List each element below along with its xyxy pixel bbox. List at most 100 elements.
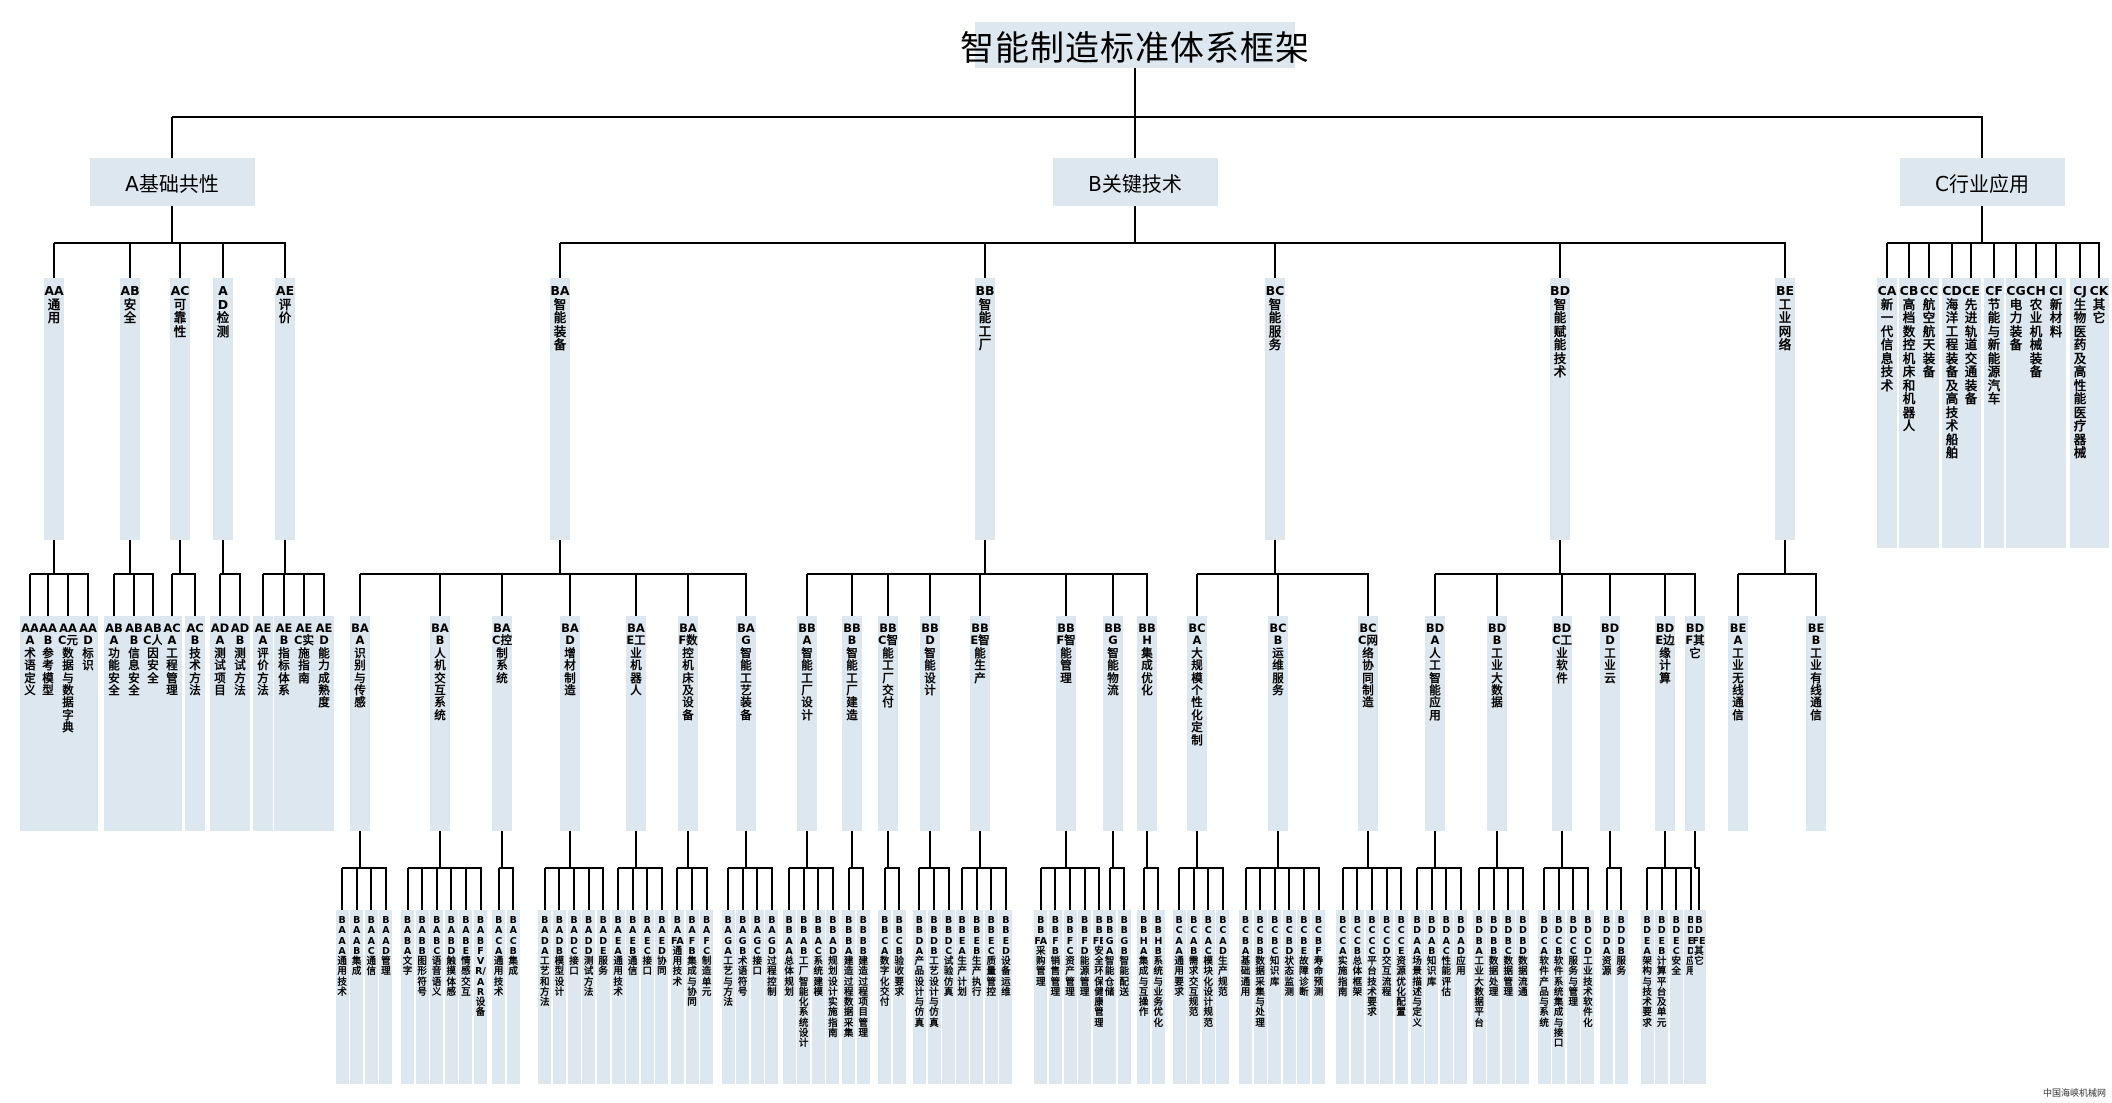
leaf-box[interactable]: BDCB软件系统集成与接口 — [1552, 910, 1566, 1084]
subcategory-box[interactable]: BC智能服务 — [1265, 278, 1285, 540]
leaf-box[interactable]: BBFB销售管理 — [1048, 910, 1062, 1084]
leaf-box[interactable]: AAC元数据与数据字典 — [58, 616, 78, 831]
leaf-box[interactable]: BBBA建造过程数据采集 — [842, 910, 856, 1084]
industry-item[interactable]: CA新一代信息技术 — [1877, 278, 1897, 548]
leaf-box[interactable]: BABB图形符号 — [415, 910, 429, 1084]
diagram-title[interactable]: 智能制造标准体系框架 — [960, 22, 1309, 69]
leaf-box[interactable]: BAFC制造单元 — [700, 910, 714, 1084]
leaf-box[interactable]: BBCA数字化交付 — [878, 910, 892, 1084]
leaf-box[interactable]: BAFB集成与协同 — [685, 910, 699, 1084]
leaf-box[interactable]: BBAD规划设计实施指南 — [826, 910, 840, 1084]
leaf-box[interactable]: BDBB数据处理 — [1487, 910, 1501, 1084]
leaf-box[interactable]: BAED协同 — [655, 910, 669, 1084]
branch-box[interactable]: BDC工业软件 — [1552, 616, 1572, 831]
leaf-box[interactable]: BCCA实施指南 — [1336, 910, 1350, 1084]
leaf-box[interactable]: BBAC系统建模 — [811, 910, 825, 1084]
leaf-box[interactable]: BAGB术语符号 — [736, 910, 750, 1084]
branch-box[interactable]: BAB人机交互系统 — [430, 616, 450, 831]
leaf-box[interactable]: BCBD状态监测 — [1282, 910, 1296, 1084]
leaf-box[interactable]: BCCC平台技术要求 — [1365, 910, 1379, 1084]
industry-item[interactable]: CH农业机械装备 — [2026, 278, 2046, 548]
branch-box[interactable]: BBG智能物流 — [1103, 616, 1123, 831]
branch-box[interactable]: BBB智能工厂建造 — [842, 616, 862, 831]
leaf-box[interactable]: BBHA集成与互操作 — [1137, 910, 1151, 1084]
category-b[interactable]: B关键技术 — [1052, 158, 1218, 206]
subcategory-box[interactable]: AD检测 — [213, 278, 233, 540]
subcategory-box[interactable]: AC可靠性 — [170, 278, 190, 540]
leaf-box[interactable]: BAFA通用技术 — [670, 910, 684, 1084]
branch-box[interactable]: BDE边缘计算 — [1655, 616, 1675, 831]
leaf-box[interactable]: BBED设备运维 — [999, 910, 1013, 1084]
leaf-box[interactable]: BAGA工艺与方法 — [721, 910, 735, 1084]
leaf-box[interactable]: BABD触摸体感 — [444, 910, 458, 1084]
leaf-box[interactable]: BDBD数据流通 — [1516, 910, 1530, 1084]
leaf-box[interactable]: BBFE安全环保健康管理 — [1092, 910, 1106, 1084]
branch-box[interactable]: BBH集成优化 — [1137, 616, 1157, 831]
branch-box[interactable]: BBF智能管理 — [1056, 616, 1076, 831]
subcategory-box[interactable]: AB安全 — [120, 278, 140, 540]
leaf-box[interactable]: BDAB知识库 — [1425, 910, 1439, 1084]
leaf-box[interactable]: BCAB需求交互规范 — [1187, 910, 1201, 1084]
leaf-box[interactable]: BCBA基础通用 — [1239, 910, 1252, 1084]
branch-box[interactable]: BDA人工智能应用 — [1425, 616, 1445, 831]
leaf-box[interactable]: AAD标识 — [78, 616, 98, 831]
leaf-box[interactable]: BBDB工艺设计与仿真 — [927, 910, 941, 1084]
leaf-box[interactable]: AED能力成熟度 — [314, 616, 334, 831]
leaf-box[interactable]: BAEB通信 — [626, 910, 640, 1084]
leaf-box[interactable]: BCAC模块化设计规范 — [1201, 910, 1215, 1084]
subcategory-box[interactable]: BD智能赋能技术 — [1550, 278, 1570, 540]
leaf-box[interactable]: BADC接口 — [567, 910, 581, 1084]
leaf-box[interactable]: BABF VR/AR设备 — [474, 910, 487, 1084]
leaf-box[interactable]: ABA功能安全 — [104, 616, 124, 831]
leaf-box[interactable]: BADA工艺和方法 — [538, 910, 552, 1084]
industry-item[interactable]: CJ生物医药及高性能医疗器械 — [2070, 278, 2090, 548]
branch-box[interactable]: BAF数控机床及设备 — [678, 616, 698, 831]
leaf-box[interactable]: BCAD生产规范 — [1216, 910, 1230, 1084]
leaf-box[interactable]: BDAD应用 — [1454, 910, 1468, 1084]
subcategory-box[interactable]: AE评价 — [275, 278, 295, 540]
industry-item[interactable]: CI新材料 — [2046, 278, 2066, 548]
leaf-box[interactable]: BDDB服务 — [1614, 910, 1628, 1084]
leaf-box[interactable]: BDAA场景描述与定义 — [1410, 910, 1424, 1084]
leaf-box[interactable]: BCCE资源优化配置 — [1394, 910, 1408, 1084]
branch-box[interactable]: BDF其它 — [1685, 616, 1705, 831]
leaf-box[interactable]: ADA测试项目 — [210, 616, 230, 831]
leaf-box[interactable]: BADD测试方法 — [582, 910, 596, 1084]
branch-box[interactable]: BDD工业云 — [1600, 616, 1620, 831]
leaf-box[interactable]: BBEA生产计划 — [955, 910, 969, 1084]
leaf-box[interactable]: BCBB数据采集与处理 — [1253, 910, 1267, 1084]
branch-box[interactable]: BCA大规模个性化定制 — [1187, 616, 1207, 831]
leaf-box[interactable]: BAAD管理 — [379, 910, 393, 1084]
leaf-box[interactable]: BBCB验收要求 — [892, 910, 906, 1084]
leaf-box[interactable]: BCBE故障诊断 — [1297, 910, 1311, 1084]
leaf-box[interactable]: BBHB系统与业务优化 — [1151, 910, 1165, 1084]
leaf-box[interactable]: AEB指标体系 — [274, 616, 294, 831]
category-a[interactable]: A基础共性 — [89, 158, 255, 206]
branch-box[interactable]: BBA智能工厂设计 — [797, 616, 817, 831]
leaf-box[interactable]: BADB模型设计 — [552, 910, 566, 1084]
leaf-box[interactable]: BACB集成 — [506, 910, 520, 1084]
leaf-box[interactable]: BEB工业有线通信 — [1806, 616, 1826, 831]
industry-item[interactable]: CG电力装备 — [2006, 278, 2026, 548]
leaf-box[interactable]: BBFD能源管理 — [1078, 910, 1092, 1084]
leaf-box[interactable]: AEC实施指南 — [294, 616, 314, 831]
industry-item[interactable]: CK其它 — [2089, 278, 2109, 548]
leaf-box[interactable]: BAGC接口 — [750, 910, 764, 1084]
leaf-box[interactable]: BDBC数据管理 — [1501, 910, 1515, 1084]
leaf-box[interactable]: BBEB生产执行 — [970, 910, 984, 1084]
leaf-box[interactable]: BEA工业无线通信 — [1728, 616, 1748, 831]
leaf-box[interactable]: BAAA通用技术 — [335, 910, 349, 1084]
leaf-box[interactable]: AAB参考模型 — [38, 616, 58, 831]
leaf-box[interactable]: BAEC接口 — [640, 910, 654, 1084]
leaf-box[interactable]: BDCC服务与管理 — [1566, 910, 1580, 1084]
leaf-box[interactable]: BAAC通信 — [364, 910, 378, 1084]
leaf-box[interactable]: BBDA产品设计与仿真 — [912, 910, 926, 1084]
leaf-box[interactable]: BDEA架构与技术要求 — [1640, 910, 1654, 1084]
branch-box[interactable]: BAD增材制造 — [560, 616, 580, 831]
leaf-box[interactable]: BAEA通用技术 — [611, 910, 625, 1084]
industry-item[interactable]: CE先进轨道交通装备 — [1961, 278, 1981, 548]
industry-item[interactable]: CC航空航天装备 — [1919, 278, 1939, 548]
leaf-box[interactable]: BABC语音语义 — [430, 910, 444, 1084]
leaf-box[interactable]: BDEC安全 — [1669, 910, 1683, 1084]
leaf-box[interactable]: BDCD工业技术软件化 — [1581, 910, 1595, 1084]
